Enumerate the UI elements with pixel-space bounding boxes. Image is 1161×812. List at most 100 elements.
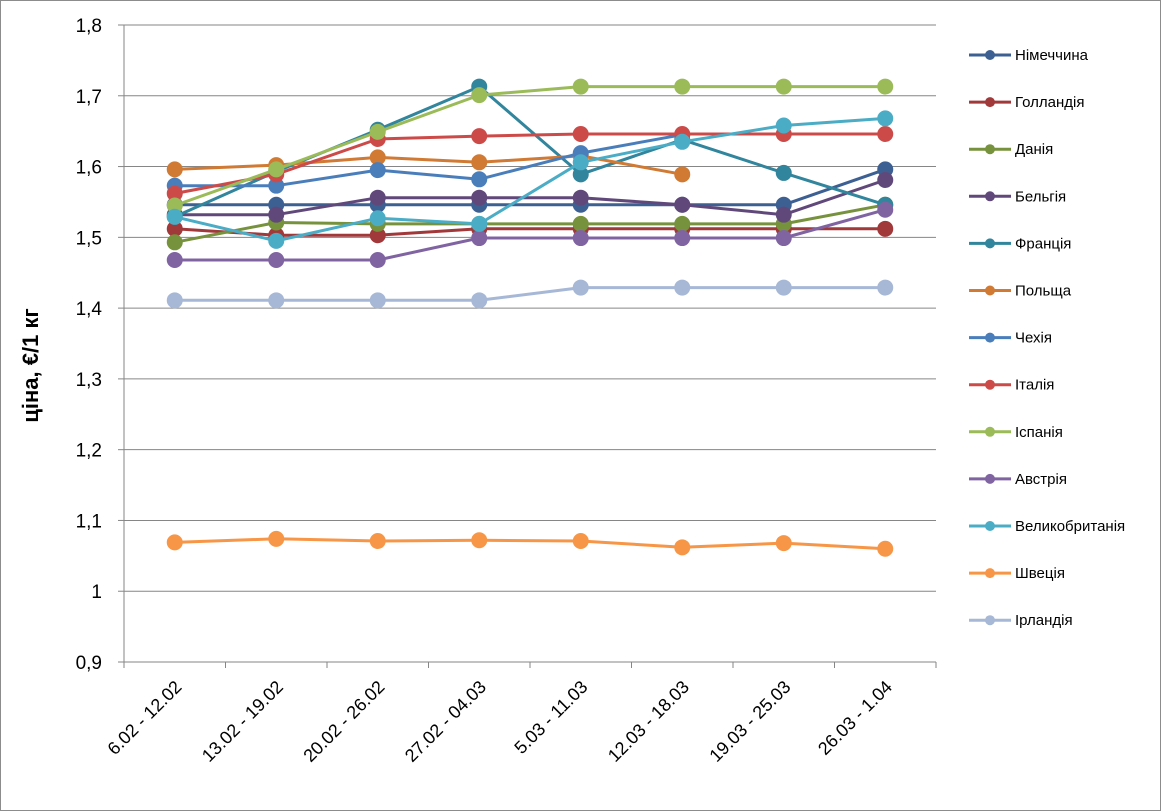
data-point	[572, 532, 589, 549]
data-point	[471, 532, 488, 549]
legend-item: Бельгія	[969, 188, 1066, 205]
data-point	[268, 530, 285, 547]
legend-label: Польща	[1015, 283, 1072, 300]
data-point	[877, 220, 894, 237]
data-point	[775, 164, 792, 181]
x-tick-label: 5.03 - 11.03	[510, 677, 591, 758]
y-tick-label: 0,9	[76, 653, 102, 674]
legend-item: Австрія	[969, 471, 1067, 488]
legend-marker	[985, 426, 995, 437]
series-line	[174, 537, 886, 551]
data-point	[268, 292, 285, 309]
series-line	[174, 167, 886, 207]
legend-item: Польща	[969, 283, 1072, 300]
series-3	[166, 172, 894, 223]
data-point	[166, 251, 183, 268]
series-8	[166, 78, 894, 214]
legend-label: Німеччина	[1015, 47, 1089, 64]
legend-marker	[985, 521, 995, 531]
series-line	[174, 132, 886, 195]
series-line	[174, 203, 886, 244]
grid-lines	[124, 24, 936, 592]
legend-label: Швеція	[1015, 565, 1065, 582]
data-point	[166, 161, 183, 178]
data-point	[877, 78, 894, 95]
x-tick-label: 20.02 - 26.02	[299, 677, 388, 766]
series-9	[166, 201, 894, 268]
y-tick-label: 1	[91, 582, 102, 603]
x-tick-label: 19.03 - 25.03	[705, 677, 794, 766]
x-tick-label: 27.02 - 04.03	[401, 677, 490, 766]
legend-item: Франція	[969, 235, 1071, 252]
data-point	[877, 279, 894, 296]
legend-marker	[985, 332, 995, 343]
data-point	[572, 279, 589, 296]
series-11	[166, 530, 894, 557]
legend-label: Голландія	[1015, 94, 1084, 111]
data-point	[775, 535, 792, 552]
data-point	[369, 162, 386, 179]
series-line	[174, 227, 886, 237]
data-point	[471, 87, 488, 104]
y-tick-label: 1,7	[76, 87, 102, 108]
data-point	[572, 189, 589, 206]
data-point	[674, 539, 691, 556]
data-point	[572, 78, 589, 95]
data-point	[674, 166, 691, 183]
legend-marker	[985, 191, 995, 202]
data-point	[471, 128, 488, 145]
data-point	[674, 78, 691, 95]
data-point	[674, 196, 691, 213]
x-tick-label: 13.02 - 19.02	[198, 677, 287, 766]
data-point	[471, 171, 488, 188]
data-point	[572, 125, 589, 142]
data-point	[268, 206, 285, 223]
data-point	[877, 172, 894, 189]
data-point	[775, 206, 792, 223]
legend-item: Великобританія	[969, 518, 1125, 535]
legend-marker	[985, 615, 995, 626]
data-point	[166, 292, 183, 309]
data-point	[572, 215, 589, 232]
y-tick-label: 1,5	[76, 228, 102, 249]
y-tick-label: 1,4	[76, 299, 103, 320]
data-point	[572, 230, 589, 247]
data-point	[775, 117, 792, 134]
legend-marker	[985, 50, 995, 60]
data-point	[877, 540, 894, 557]
legend-label: Данія	[1015, 141, 1053, 158]
data-point	[775, 279, 792, 296]
legend-item: Чехія	[969, 330, 1052, 347]
series-line	[174, 85, 886, 207]
data-point	[877, 201, 894, 218]
data-point	[471, 292, 488, 309]
legend-marker	[985, 144, 995, 155]
data-point	[166, 208, 183, 225]
legend-label: Бельгія	[1015, 188, 1066, 205]
data-point	[775, 78, 792, 95]
data-point	[674, 215, 691, 232]
legend-marker	[985, 379, 995, 390]
legend-label: Ірландія	[1015, 612, 1073, 629]
legend-item: Ірландія	[969, 612, 1073, 629]
series-10	[166, 110, 894, 249]
y-tick-label: 1,3	[76, 370, 102, 391]
legend-label: Австрія	[1015, 471, 1067, 488]
legend-label: Італія	[1015, 377, 1054, 394]
legend-marker	[985, 238, 995, 249]
legend-item: Італія	[969, 377, 1054, 394]
legend-label: Франція	[1015, 235, 1071, 252]
legend-item: Німеччина	[969, 47, 1089, 64]
data-point	[166, 234, 183, 251]
series-line	[174, 178, 886, 217]
data-point	[471, 215, 488, 232]
data-point	[471, 154, 488, 171]
series-line	[174, 286, 886, 302]
data-point	[471, 189, 488, 206]
data-point	[369, 292, 386, 309]
legend-marker	[985, 97, 995, 108]
data-point	[674, 279, 691, 296]
data-point	[369, 532, 386, 549]
